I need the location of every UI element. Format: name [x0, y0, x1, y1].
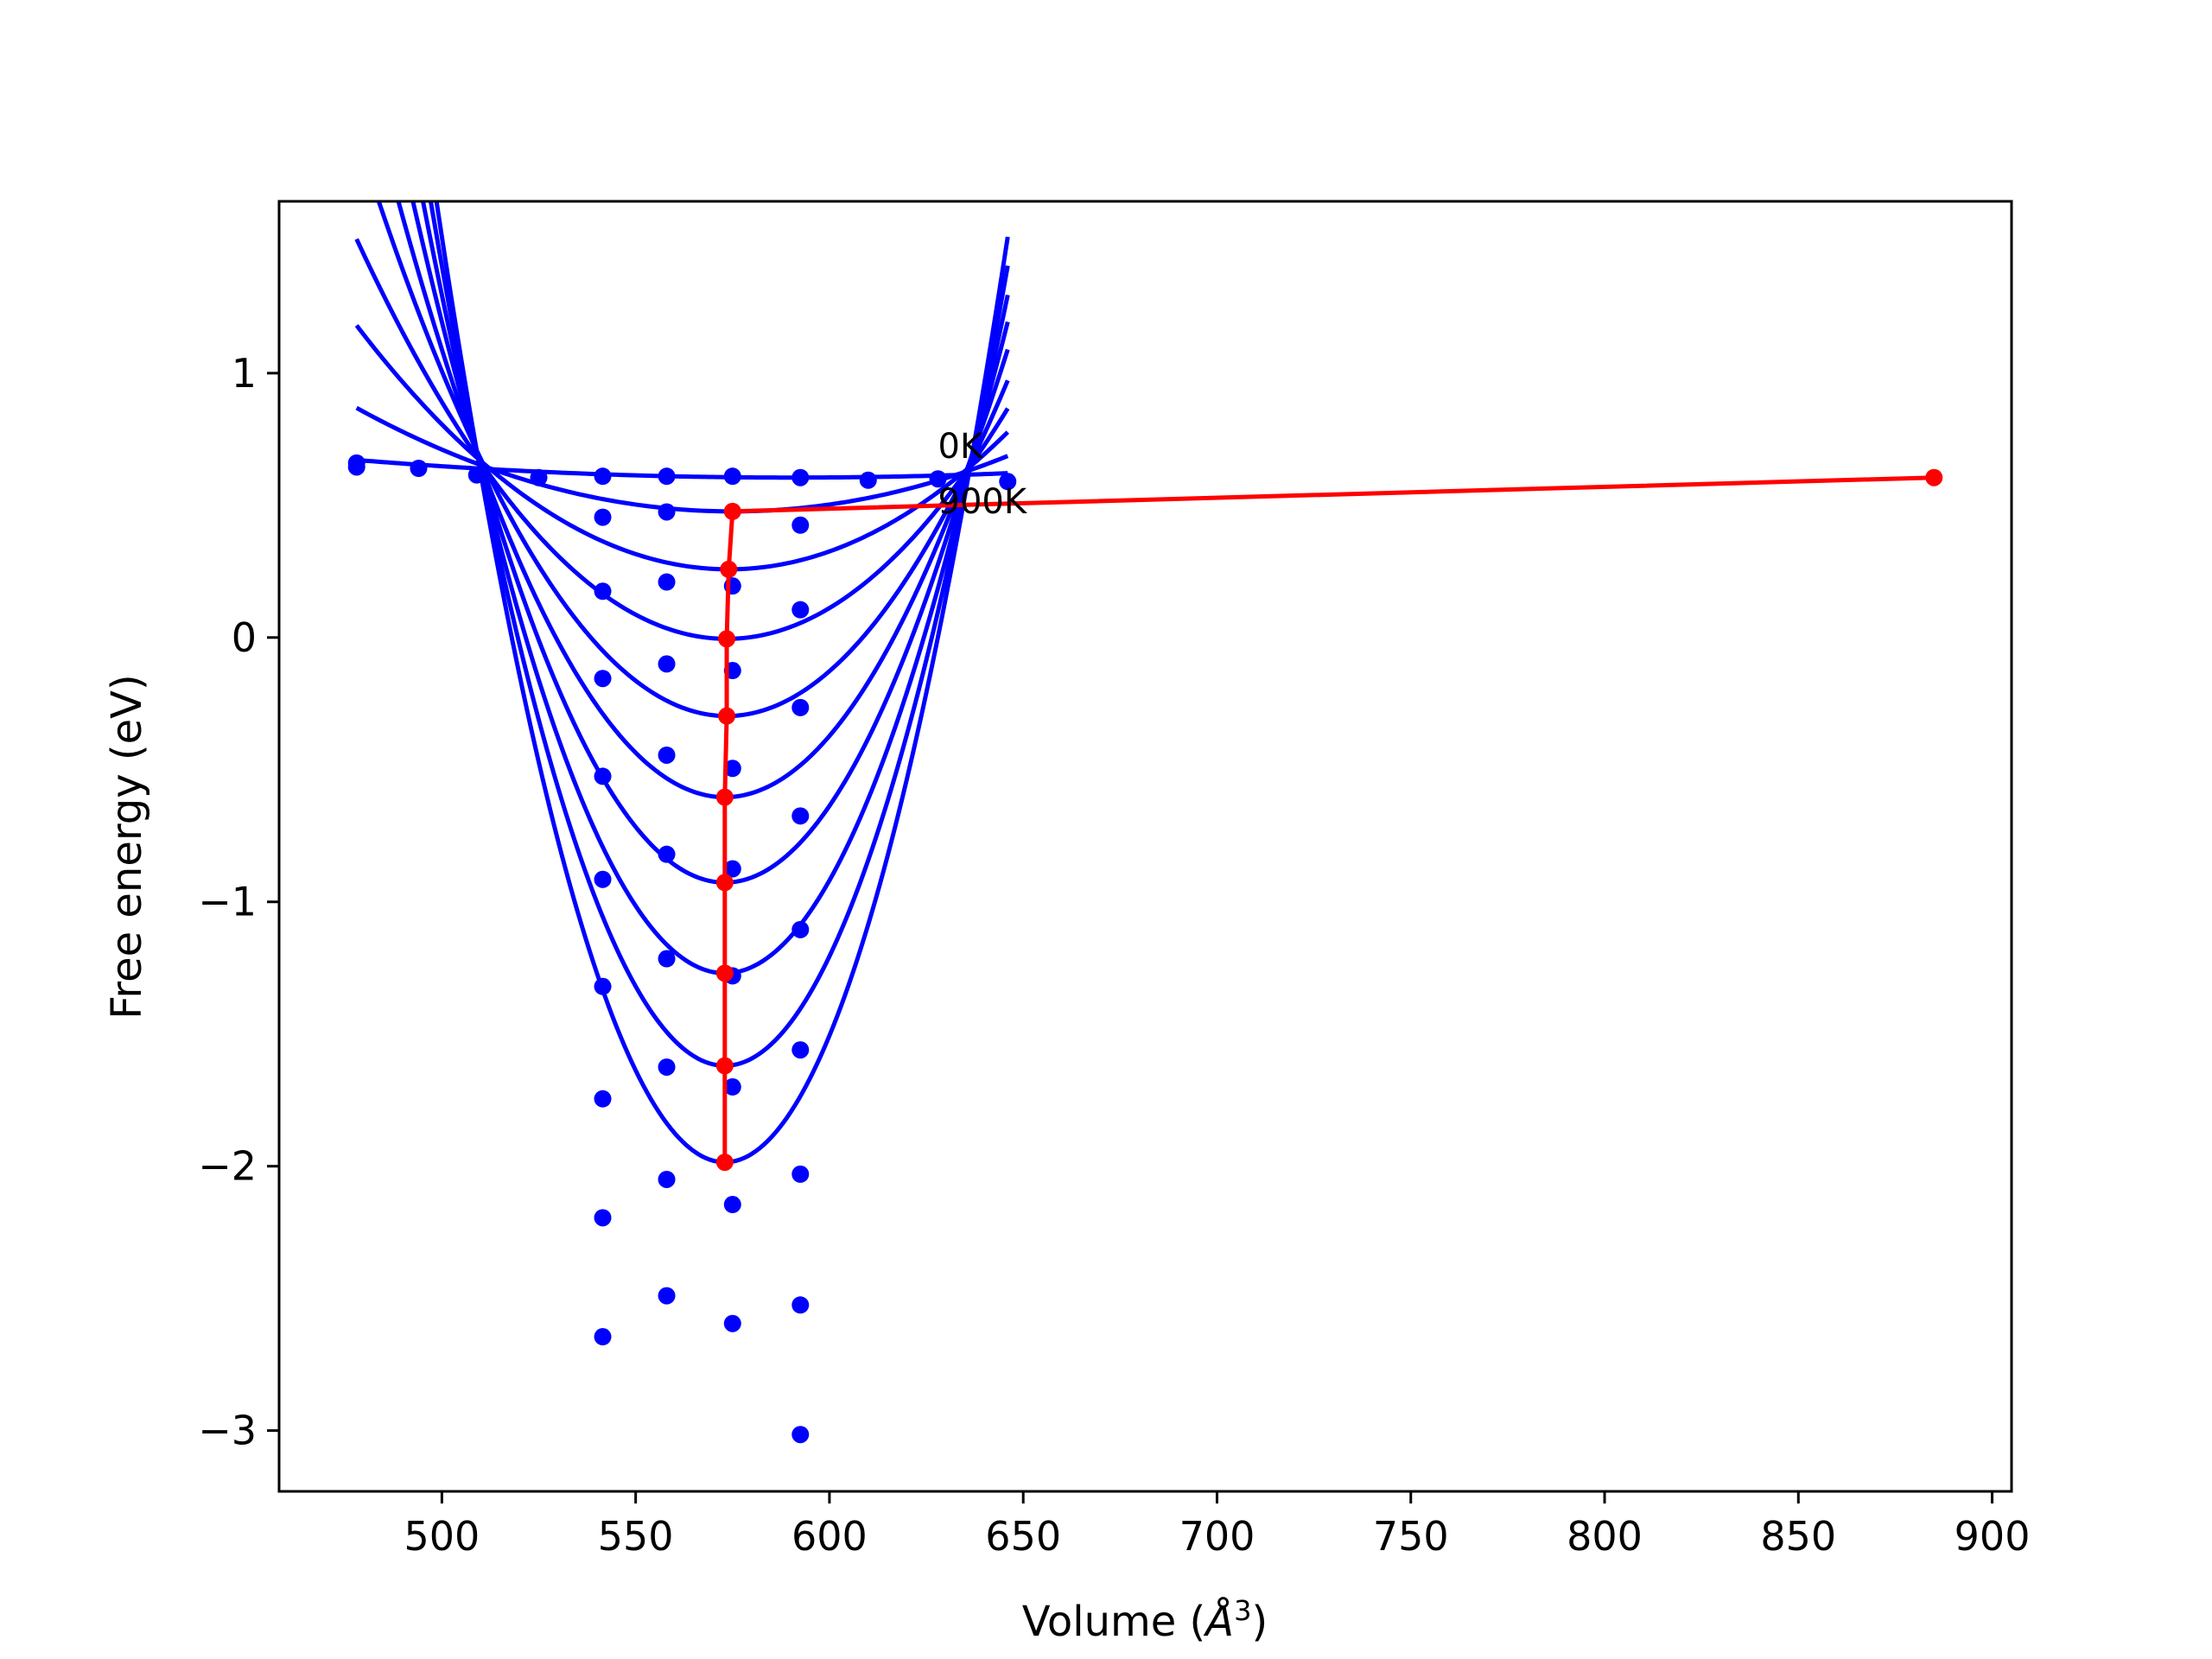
equilibrium-point: [715, 874, 734, 892]
data-point: [594, 977, 612, 995]
data-point: [658, 746, 676, 764]
x-tick-label: 650: [985, 1513, 1061, 1560]
data-point: [929, 470, 947, 488]
equilibrium-point: [715, 1057, 734, 1075]
x-tick-label: 850: [1760, 1513, 1836, 1560]
fit-curves: [354, 201, 1010, 1165]
data-point: [594, 582, 612, 601]
x-tick-label: 700: [1179, 1513, 1255, 1560]
data-point: [594, 767, 612, 785]
annotations: 0K 900K: [938, 427, 1028, 522]
annotation-0: 0K: [938, 427, 984, 467]
data-point: [658, 655, 676, 673]
data-point: [594, 1090, 612, 1108]
equilibrium-point: [718, 630, 736, 648]
data-point: [791, 1041, 810, 1059]
fit-curve-0: [356, 457, 1008, 480]
y-tick-label: −1: [198, 879, 257, 925]
x-tick-label: 750: [1373, 1513, 1449, 1560]
data-point: [594, 870, 612, 888]
x-tick-label: 550: [598, 1513, 674, 1560]
fit-curve-2: [354, 324, 1010, 572]
equilibrium-point: [715, 964, 734, 982]
equilibrium-point: [720, 560, 738, 578]
data-point: [467, 466, 486, 484]
y-tick-label: 0: [232, 614, 257, 661]
y-axis-label: Free energy (eV): [103, 674, 151, 1019]
data-point: [723, 1196, 741, 1214]
x-axis-ticks: 500 550 600 650 700 750 800 850 900: [404, 1491, 2030, 1560]
data-point: [594, 508, 612, 526]
x-tick-label: 900: [1955, 1513, 2031, 1560]
equilibrium-point: [718, 707, 736, 725]
data-point: [594, 670, 612, 688]
data-point: [594, 467, 612, 486]
data-point: [594, 1209, 612, 1227]
equilibrium-point: [1925, 468, 1943, 486]
data-point: [658, 503, 676, 521]
data-point: [723, 760, 741, 778]
data-point: [791, 468, 810, 486]
data-point: [791, 601, 810, 619]
fit-curve-3: [354, 238, 1010, 641]
equilibrium-path-line: [722, 475, 1935, 1163]
data-point: [791, 698, 810, 716]
data-point: [658, 1287, 676, 1305]
data-point: [530, 468, 548, 486]
equilibrium-point: [715, 788, 734, 806]
data-point: [791, 807, 810, 825]
data-point: [347, 458, 365, 476]
x-axis-label: Volume (Å3): [1022, 1594, 1268, 1646]
data-point: [658, 467, 676, 486]
equilibrium-point: [723, 502, 741, 520]
plot-frame: [277, 200, 2013, 1493]
y-tick-label: −2: [198, 1143, 257, 1190]
data-point: [658, 950, 676, 968]
data-point: [791, 920, 810, 938]
data-point: [723, 860, 741, 878]
data-point: [723, 1077, 741, 1096]
data-point: [791, 1296, 810, 1314]
data-point: [410, 460, 428, 477]
data-point: [791, 1165, 810, 1183]
y-axis-ticks: 1 0 −1 −2 −3: [198, 350, 279, 1454]
equilibrium-point: [715, 1154, 734, 1172]
data-point: [658, 845, 676, 863]
equilibrium-path: [715, 468, 1943, 1172]
fit-curve-1: [355, 405, 1009, 514]
x-tick-label: 800: [1567, 1513, 1643, 1560]
x-tick-label: 500: [404, 1513, 480, 1560]
fit-curve-9: [434, 201, 1010, 1165]
data-point: [999, 473, 1017, 491]
y-tick-label: −3: [198, 1408, 257, 1454]
data-point: [723, 1314, 741, 1332]
annotation-1: 900K: [938, 482, 1028, 522]
data-point: [658, 1170, 676, 1188]
data-point: [594, 1328, 612, 1346]
y-tick-label: 1: [232, 350, 257, 397]
data-point: [791, 516, 810, 534]
data-point: [859, 471, 877, 489]
data-point: [658, 1058, 676, 1076]
x-tick-label: 600: [791, 1513, 868, 1560]
data-point: [658, 573, 676, 591]
data-point: [791, 1426, 810, 1444]
fit-curve-5: [396, 201, 1010, 800]
data-point: [723, 467, 741, 486]
